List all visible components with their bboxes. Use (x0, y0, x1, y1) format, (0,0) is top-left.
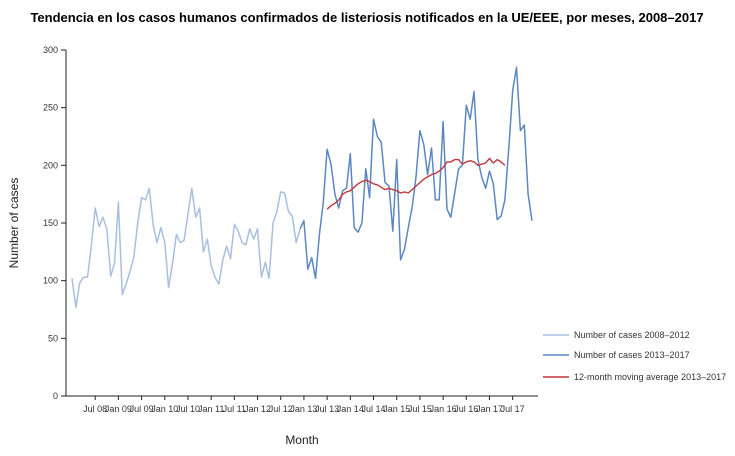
legend-label-2008-2012: Number of cases 2008–2012 (574, 330, 690, 340)
x-tick-label: Jul 08 (83, 404, 107, 414)
legend-label-2013-2017: Number of cases 2013–2017 (574, 350, 690, 360)
legend: Number of cases 2008–2012 Number of case… (543, 330, 726, 382)
y-tick-label: 300 (43, 45, 58, 55)
x-tick-label: Jul 14 (361, 404, 385, 414)
y-tick-label: 150 (43, 218, 58, 228)
x-tick-label: Jan 17 (476, 404, 503, 414)
x-tick-label: Jul 13 (315, 404, 339, 414)
x-tick-label: Jul 15 (408, 404, 432, 414)
x-axis-label: Month (285, 433, 318, 447)
x-tick-label: Jan 12 (244, 404, 271, 414)
series-line-moving-average (326, 157, 506, 210)
legend-label-moving-average: 12-month moving average 2013–2017 (574, 372, 726, 382)
x-tick-label: Jul 16 (454, 404, 478, 414)
y-tick-label: 50 (48, 333, 58, 343)
x-tick-label: Jul 12 (269, 404, 293, 414)
x-tick-label: Jan 09 (105, 404, 132, 414)
x-tick-label: Jul 11 (223, 404, 246, 414)
x-tick-label: Jul 10 (176, 404, 200, 414)
y-tick-label: 100 (43, 276, 58, 286)
series-line-2008-2012 (71, 187, 301, 308)
x-tick-label: Jan 15 (383, 404, 410, 414)
y-tick-label: 200 (43, 160, 58, 170)
y-axis: 0 50 100 150 200 250 300 (43, 45, 67, 401)
x-tick-label: Jan 11 (198, 404, 224, 414)
y-axis-label: Number of cases (7, 178, 21, 269)
x-tick-label: Jan 16 (430, 404, 457, 414)
y-tick-label: 250 (43, 103, 58, 113)
y-tick-label: 0 (53, 391, 58, 401)
x-tick-label: Jul 17 (501, 404, 525, 414)
x-tick-label: Jan 14 (337, 404, 364, 414)
series-line-2013-2017 (299, 66, 533, 280)
x-tick-label: Jan 13 (290, 404, 317, 414)
chart-title: Tendencia en los casos humanos confirmad… (30, 10, 703, 25)
x-tick-label: Jan 10 (151, 404, 178, 414)
x-tick-label: Jul 09 (130, 404, 154, 414)
